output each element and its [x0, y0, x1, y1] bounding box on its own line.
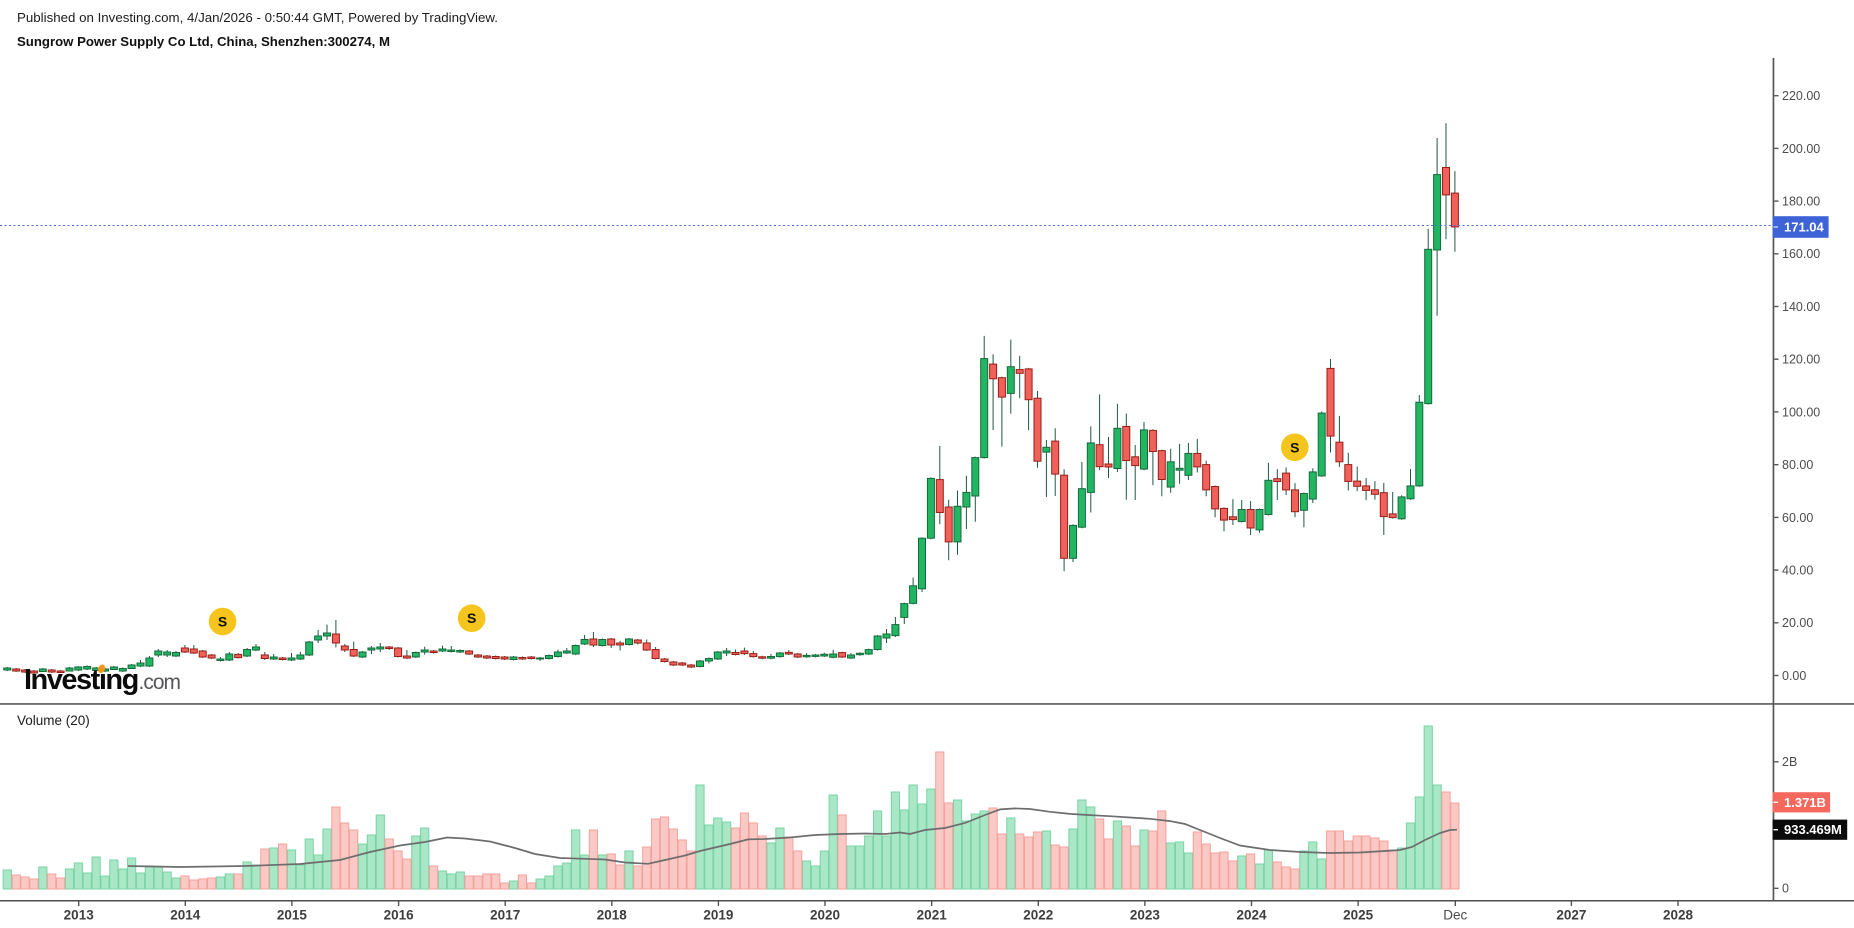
svg-text:S: S	[218, 614, 227, 630]
svg-text:60.00: 60.00	[1782, 511, 1813, 525]
svg-text:171.04: 171.04	[1784, 220, 1825, 235]
svg-text:Dec: Dec	[1443, 908, 1467, 923]
svg-text:2018: 2018	[597, 908, 628, 923]
svg-text:Volume (20): Volume (20)	[17, 713, 90, 728]
svg-text:2027: 2027	[1556, 908, 1586, 923]
svg-text:Sungrow Power Supply Co Ltd, C: Sungrow Power Supply Co Ltd, China, Shen…	[17, 34, 390, 49]
svg-text:80.00: 80.00	[1782, 458, 1813, 472]
svg-text:2020: 2020	[810, 908, 840, 923]
svg-text:2016: 2016	[384, 908, 415, 923]
svg-text:40.00: 40.00	[1782, 564, 1813, 578]
svg-text:2028: 2028	[1663, 908, 1694, 923]
svg-text:2025: 2025	[1343, 908, 1374, 923]
svg-text:160.00: 160.00	[1782, 247, 1820, 261]
svg-text:2017: 2017	[490, 908, 520, 923]
svg-text:220.00: 220.00	[1782, 89, 1820, 103]
svg-text:2015: 2015	[277, 908, 308, 923]
svg-text:Published on Investing.com, 4/: Published on Investing.com, 4/Jan/2026 -…	[17, 10, 498, 25]
svg-text:20.00: 20.00	[1782, 616, 1813, 630]
svg-text:2024: 2024	[1236, 908, 1267, 923]
svg-text:.com: .com	[139, 671, 181, 694]
svg-text:2014: 2014	[170, 908, 201, 923]
svg-text:0: 0	[1782, 882, 1789, 896]
svg-text:S: S	[1290, 439, 1299, 455]
svg-text:2019: 2019	[703, 908, 733, 923]
svg-text:0.00: 0.00	[1782, 669, 1806, 683]
svg-text:2013: 2013	[64, 908, 95, 923]
svg-text:2021: 2021	[917, 908, 948, 923]
svg-text:2B: 2B	[1782, 755, 1797, 769]
svg-text:2022: 2022	[1023, 908, 1053, 923]
svg-text:180.00: 180.00	[1782, 195, 1820, 209]
svg-text:1.371B: 1.371B	[1784, 795, 1826, 810]
svg-text:100.00: 100.00	[1782, 405, 1820, 419]
svg-text:140.00: 140.00	[1782, 300, 1820, 314]
svg-text:933.469M: 933.469M	[1784, 822, 1842, 837]
svg-text:200.00: 200.00	[1782, 142, 1820, 156]
svg-text:2023: 2023	[1130, 908, 1161, 923]
svg-text:120.00: 120.00	[1782, 353, 1820, 367]
svg-text:Investıng: Investıng	[24, 664, 138, 696]
svg-text:S: S	[467, 610, 476, 626]
